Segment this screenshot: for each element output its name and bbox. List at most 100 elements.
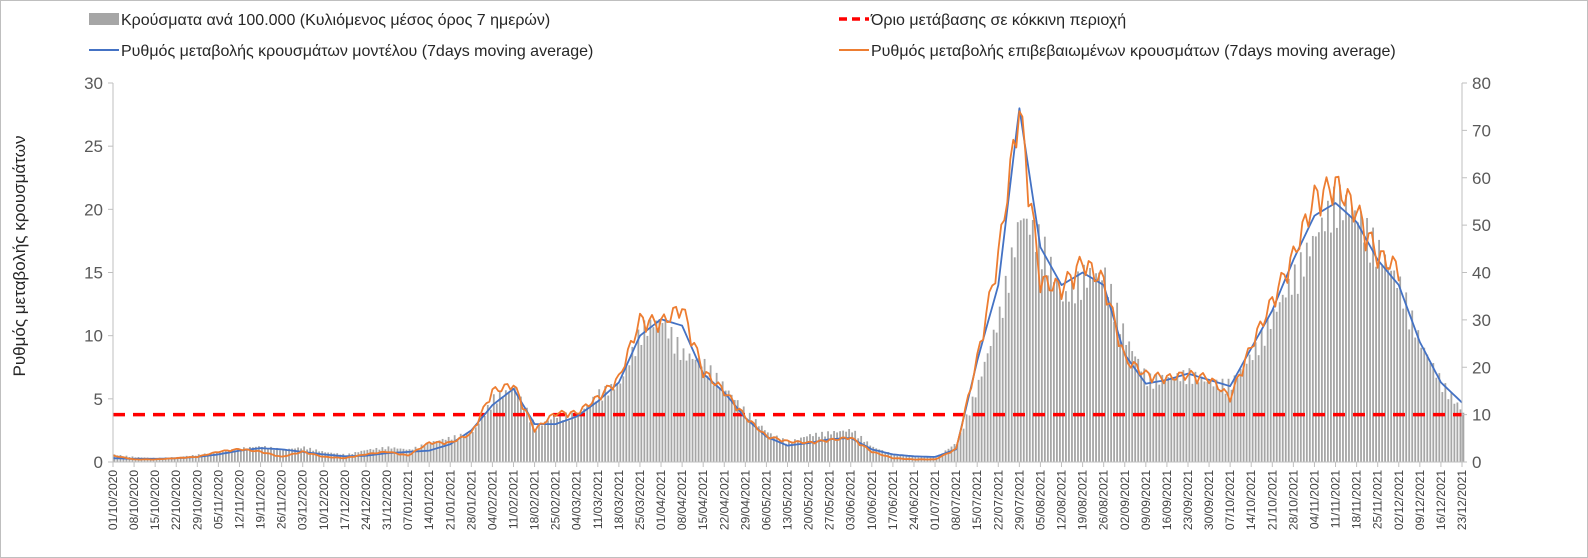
bar <box>565 412 567 462</box>
bar <box>589 404 592 462</box>
bar <box>965 414 968 462</box>
bar <box>1435 377 1438 462</box>
bar <box>763 430 766 462</box>
y-tick-label-right: 60 <box>1472 169 1491 188</box>
bar <box>1450 392 1453 462</box>
bar <box>1016 222 1019 462</box>
y-axis-title-left: Ρυθμός μεταβολής κρουσμάτων <box>10 136 29 377</box>
bar <box>634 356 637 462</box>
bar <box>1173 378 1176 462</box>
bar <box>1441 392 1444 462</box>
bar <box>462 436 465 462</box>
y-tick-label-right: 10 <box>1472 406 1491 425</box>
bar <box>839 431 842 462</box>
x-tick-label: 08/04/2021 <box>675 470 689 530</box>
bar <box>643 320 646 462</box>
bar <box>673 353 676 462</box>
bar <box>995 332 998 462</box>
bar <box>1405 292 1408 462</box>
legend-swatch-bar <box>89 13 119 25</box>
bar <box>426 442 429 462</box>
bar <box>489 409 492 462</box>
x-tick-label: 01/10/2020 <box>106 470 120 530</box>
bar <box>1272 309 1275 462</box>
bar <box>155 458 158 462</box>
x-tick-label: 19/11/2020 <box>254 470 268 529</box>
bar <box>1152 388 1155 462</box>
legend-label: Ρυθμός μεταβολής επιβεβαιωμένων κρουσμάτ… <box>871 43 1396 60</box>
bar <box>218 452 221 462</box>
x-tick-label: 09/09/2021 <box>1139 470 1153 530</box>
bar <box>772 436 775 462</box>
axes-layer: 0 5 10 15 20 25 30 0 10 20 30 40 50 60 70 80 01/10/2020 0… <box>84 74 1491 530</box>
x-tick-label: 16/09/2021 <box>1160 470 1174 530</box>
bar <box>706 375 709 462</box>
bar <box>1390 270 1393 462</box>
bar <box>797 440 799 462</box>
bar <box>1098 272 1100 462</box>
bar <box>1086 287 1088 462</box>
x-tick-label: 22/04/2021 <box>717 470 731 530</box>
x-tick-label: 21/10/2021 <box>1265 470 1279 530</box>
bar <box>1251 360 1254 462</box>
bar <box>1125 344 1128 462</box>
bar <box>1420 347 1423 462</box>
bar <box>309 447 312 462</box>
bar <box>658 319 661 462</box>
bar <box>809 434 811 462</box>
x-tick-label: 30/09/2021 <box>1202 470 1216 530</box>
y-tick-label-left: 5 <box>94 390 103 409</box>
bar <box>276 447 278 462</box>
bar <box>215 452 218 462</box>
bar <box>438 440 441 462</box>
bar <box>778 440 781 462</box>
bar <box>459 433 462 462</box>
bar <box>610 383 613 462</box>
bar <box>252 447 254 462</box>
bar <box>1209 381 1212 462</box>
bar <box>1089 267 1091 462</box>
bar <box>559 412 561 462</box>
bar <box>598 389 601 462</box>
bar <box>176 456 179 462</box>
bar <box>541 425 543 462</box>
bar <box>495 403 498 462</box>
bar <box>312 450 315 462</box>
bar <box>977 379 980 462</box>
bar <box>357 452 360 462</box>
bar <box>1305 242 1308 462</box>
bar <box>709 365 712 462</box>
bar <box>523 409 525 462</box>
bar <box>712 385 715 462</box>
bar <box>1372 227 1374 462</box>
bar <box>1257 355 1260 462</box>
bar <box>1230 389 1233 462</box>
bar <box>538 424 540 462</box>
bar <box>1046 275 1049 462</box>
bar <box>345 455 348 462</box>
bar <box>947 448 950 462</box>
bar <box>676 336 679 462</box>
bar <box>652 327 655 462</box>
bar <box>245 448 248 462</box>
bar <box>784 443 787 462</box>
bar <box>1037 224 1040 462</box>
bar <box>1342 220 1344 462</box>
bar <box>580 413 583 462</box>
bar <box>532 419 534 462</box>
bar <box>556 417 558 462</box>
bar <box>261 446 263 462</box>
bar <box>1326 200 1329 463</box>
x-tick-label: 18/02/2021 <box>528 470 542 530</box>
bar <box>649 319 652 462</box>
bar <box>224 450 227 462</box>
x-tick-label: 12/11/2020 <box>232 470 246 529</box>
x-tick-label: 25/11/2021 <box>1371 470 1385 529</box>
y-tick-label-right: 40 <box>1472 264 1491 283</box>
bar <box>1164 380 1167 462</box>
x-tick-label: 20/05/2021 <box>802 470 816 530</box>
x-tick-label: 16/12/2021 <box>1434 470 1448 530</box>
bar <box>679 359 682 462</box>
y-tick-label-right: 0 <box>1472 453 1481 472</box>
